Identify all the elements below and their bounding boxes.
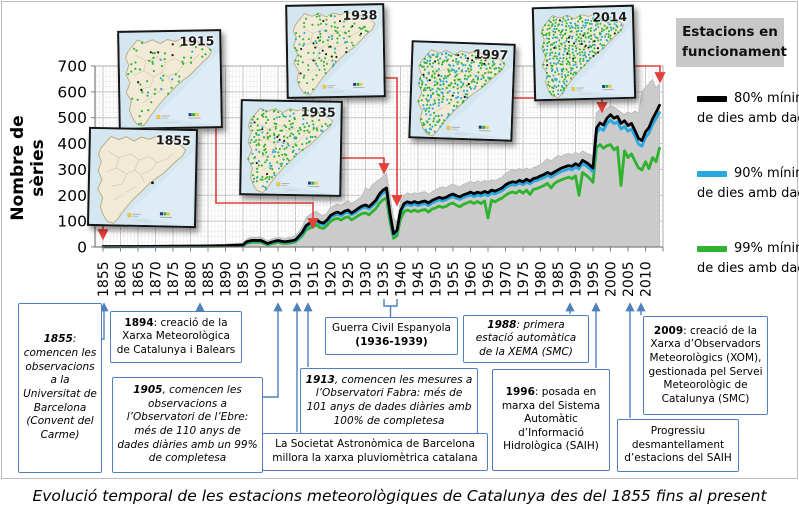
- annotation-1996: 1996: posada en marxa del Sistema Automà…: [492, 369, 610, 471]
- x-tick-label: 1865: [131, 261, 147, 297]
- series-line: [101, 103, 661, 249]
- x-tick-label: 1880: [184, 261, 200, 297]
- legend-title-box: Estacions en funcionament: [676, 18, 787, 68]
- y-axis-title: Nombre de sèries: [8, 115, 48, 221]
- connector-map-1935: [338, 157, 390, 175]
- y-tick-label: 100: [57, 213, 87, 231]
- x-tick-label: 1965: [481, 261, 497, 297]
- map-inset-1938: 1938: [285, 3, 386, 99]
- x-tick-label: 2000: [604, 261, 620, 297]
- chart-series: [101, 78, 661, 249]
- x-tick-label: 1860: [114, 261, 130, 297]
- legend-swatch-80: [697, 96, 727, 103]
- map-year-label: 1997: [473, 46, 509, 63]
- map-inset-1855: 1855: [86, 126, 199, 229]
- x-tick-label: 1910: [289, 261, 305, 297]
- annotation-1913: 1913, comencen les mesures a l’Observato…: [300, 368, 478, 434]
- map-year-label: 1935: [300, 104, 336, 120]
- x-tick-label: 1970: [499, 261, 515, 297]
- x-tick-label: 1930: [359, 261, 375, 297]
- x-tick-label: 1915: [306, 261, 322, 297]
- y-tick-label: 0: [77, 239, 87, 257]
- y-tick-label: 200: [57, 187, 87, 205]
- legend-swatch-99: [697, 246, 727, 253]
- figure-caption: Evolució temporal de les estacions meteo…: [32, 487, 767, 505]
- connector-map-2014: [630, 65, 666, 84]
- x-tick-label: 1890: [219, 261, 235, 297]
- x-tick-label: 1900: [254, 261, 270, 297]
- annotation-progressiu: Progressiu desmantellament d’estacions d…: [617, 419, 739, 472]
- annotation-1988: 1988: primera estació automàtica de la X…: [463, 315, 589, 363]
- map-year-label: 1855: [155, 132, 191, 149]
- annotation-societat: La Societat Astronòmica de Barcelona mil…: [262, 433, 488, 471]
- x-tick-label: 1925: [341, 261, 357, 297]
- legend-item-99: 99% mínim de dies amb dades: [697, 241, 799, 277]
- x-tick-label: 1980: [534, 261, 550, 297]
- x-tick-label: 1940: [394, 261, 410, 297]
- annotation-1905: 1905, comencen les observacions a l’Obse…: [112, 377, 263, 473]
- x-tick-label: 1945: [411, 261, 427, 297]
- map-year-label: 1915: [179, 33, 215, 49]
- annotation-2009: 2009: creació de la Xarxa d’Observadors …: [643, 316, 768, 415]
- x-tick-label: 1950: [429, 261, 445, 297]
- x-tick-label: 1960: [464, 261, 480, 297]
- map-inset-2014: 2014: [531, 4, 637, 102]
- annotation-1855: 1855: comencen les observacions a la Uni…: [18, 303, 102, 473]
- x-tick-label: 1985: [551, 261, 567, 297]
- x-tick-label: 1990: [569, 261, 585, 297]
- annotation-1894: 1894: creació de la Xarxa Meteorològica …: [110, 311, 242, 363]
- y-tick-label: 300: [57, 161, 87, 179]
- x-tick-label: 1920: [324, 261, 340, 297]
- x-tick-label: 1905: [271, 261, 287, 297]
- legend-item-80: 80% mínim de dies amb dades: [697, 91, 799, 127]
- x-tick-label: 1885: [201, 261, 217, 297]
- map-inset-1935: 1935: [239, 99, 343, 197]
- map-year-label: 2014: [592, 8, 628, 25]
- x-tick-label: 1975: [516, 261, 532, 297]
- connector-guerra-bracket: [383, 299, 398, 307]
- x-tick-label: 1895: [236, 261, 252, 297]
- x-tick-label: 2005: [621, 261, 637, 297]
- connector-1905: [263, 302, 283, 398]
- y-tick-label: 500: [57, 109, 87, 127]
- x-tick-label: 1875: [166, 261, 182, 297]
- map-inset-1915: 1915: [117, 29, 223, 130]
- x-tick-label: 1995: [586, 261, 602, 297]
- legend-swatch-90: [697, 171, 727, 178]
- x-tick-label: 1855: [96, 261, 112, 297]
- x-tick-label: 1870: [149, 261, 165, 297]
- y-tick-label: 600: [57, 83, 87, 101]
- x-tick-label: 1935: [376, 261, 392, 297]
- map-inset-1997: 1997: [408, 40, 516, 142]
- x-tick-label: 2010: [639, 261, 655, 297]
- connector-map-1938: [381, 77, 403, 207]
- connector-map-1915: [215, 125, 319, 230]
- annotation-guerra-civil: Guerra Civil Espanyola (1936-1939): [325, 317, 458, 355]
- legend-item-90: 90% mínim de dies amb dades: [697, 166, 799, 202]
- x-tick-label: 1955: [446, 261, 462, 297]
- y-tick-label: 700: [57, 58, 87, 76]
- map-year-label: 1938: [342, 7, 378, 23]
- blue-annotation-connectors: [99, 299, 646, 432]
- series-area-funcionament: [102, 78, 660, 248]
- y-tick-label: 400: [57, 135, 87, 153]
